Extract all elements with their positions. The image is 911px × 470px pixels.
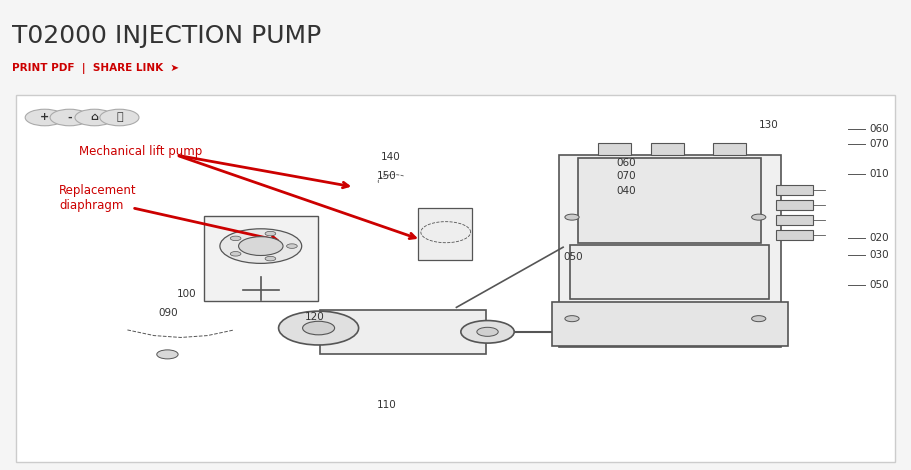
Text: 120: 120 <box>305 312 325 322</box>
Text: 010: 010 <box>870 169 889 179</box>
Text: ⌂: ⌂ <box>90 112 98 123</box>
Text: 050: 050 <box>870 280 889 290</box>
Circle shape <box>265 256 276 261</box>
Text: 070: 070 <box>617 171 636 181</box>
Circle shape <box>565 316 579 321</box>
FancyBboxPatch shape <box>775 200 813 210</box>
Text: 110: 110 <box>376 400 396 410</box>
FancyBboxPatch shape <box>598 143 630 156</box>
Text: 130: 130 <box>759 120 779 130</box>
FancyBboxPatch shape <box>713 143 746 156</box>
FancyBboxPatch shape <box>775 215 813 225</box>
Text: ⛶: ⛶ <box>116 112 123 123</box>
Text: 150: 150 <box>376 171 396 181</box>
Circle shape <box>157 350 179 359</box>
Text: -: - <box>67 112 72 123</box>
Text: PRINT PDF  |  SHARE LINK  ➤: PRINT PDF | SHARE LINK ➤ <box>12 63 179 74</box>
Circle shape <box>461 321 514 343</box>
Circle shape <box>476 327 498 337</box>
FancyBboxPatch shape <box>321 310 486 353</box>
FancyBboxPatch shape <box>651 143 684 156</box>
Text: 070: 070 <box>870 139 889 149</box>
Circle shape <box>220 229 302 263</box>
FancyBboxPatch shape <box>204 216 318 301</box>
Circle shape <box>279 311 359 345</box>
Circle shape <box>230 251 241 256</box>
Circle shape <box>230 236 241 241</box>
Circle shape <box>302 321 334 335</box>
Text: 050: 050 <box>563 251 583 262</box>
FancyBboxPatch shape <box>775 230 813 240</box>
FancyBboxPatch shape <box>558 155 781 347</box>
Text: 100: 100 <box>177 289 196 299</box>
Text: 040: 040 <box>617 186 636 196</box>
FancyBboxPatch shape <box>551 303 788 346</box>
FancyBboxPatch shape <box>418 209 473 259</box>
FancyBboxPatch shape <box>775 185 813 195</box>
Text: Mechanical lift pump: Mechanical lift pump <box>78 145 201 158</box>
Circle shape <box>752 214 766 220</box>
Text: 140: 140 <box>381 152 401 162</box>
Circle shape <box>50 109 89 126</box>
Circle shape <box>239 237 283 256</box>
Text: T02000 INJECTION PUMP: T02000 INJECTION PUMP <box>12 24 321 47</box>
Text: 060: 060 <box>617 157 636 168</box>
Circle shape <box>265 231 276 236</box>
Circle shape <box>752 316 766 321</box>
Circle shape <box>100 109 139 126</box>
Text: 060: 060 <box>870 124 889 134</box>
Text: +: + <box>40 112 49 123</box>
Text: 090: 090 <box>159 308 179 318</box>
Text: 030: 030 <box>870 250 889 260</box>
FancyBboxPatch shape <box>16 95 895 462</box>
FancyBboxPatch shape <box>578 158 762 243</box>
Circle shape <box>565 214 579 220</box>
Text: 020: 020 <box>870 233 889 243</box>
Text: Replacement
diaphragm: Replacement diaphragm <box>59 184 137 212</box>
Circle shape <box>26 109 65 126</box>
Circle shape <box>287 244 297 248</box>
Circle shape <box>75 109 114 126</box>
FancyBboxPatch shape <box>570 244 770 299</box>
